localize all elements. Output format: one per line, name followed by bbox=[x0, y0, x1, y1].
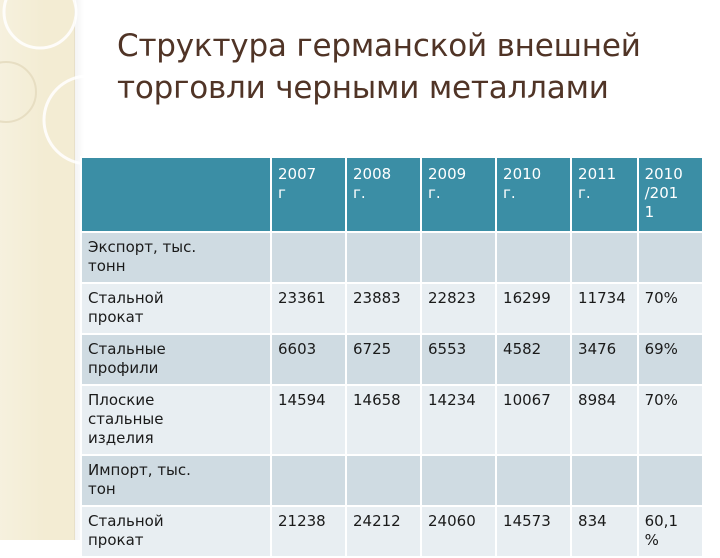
trade-table-container: 2007 г 2008 г. 2009 г. 2010 г. 2011 г. 2… bbox=[80, 156, 705, 558]
decorative-circle-top bbox=[2, 0, 78, 50]
table-cell: 70% bbox=[636, 282, 705, 335]
table-cell bbox=[420, 231, 498, 284]
table-cell: 14658 bbox=[344, 384, 423, 456]
table-cell bbox=[495, 454, 573, 507]
table-cell: 6553 bbox=[420, 333, 498, 386]
table-row: Стальной прокат 23361 23883 22823 16299 … bbox=[80, 282, 705, 335]
header-cell-empty bbox=[80, 156, 272, 233]
header-cell-2010: 2010 г. bbox=[495, 156, 573, 233]
row-label: Стальной прокат bbox=[80, 505, 272, 558]
header-cell-2009: 2009 г. bbox=[420, 156, 498, 233]
table-cell: 24212 bbox=[344, 505, 423, 558]
table-cell: 834 bbox=[570, 505, 639, 558]
table-cell: 3476 bbox=[570, 333, 639, 386]
table-header-row: 2007 г 2008 г. 2009 г. 2010 г. 2011 г. 2… bbox=[80, 156, 705, 233]
table-cell bbox=[495, 231, 573, 284]
table-cell: 69% bbox=[636, 333, 705, 386]
table-cell: 60,1 % bbox=[636, 505, 705, 558]
decorative-circle-middle bbox=[42, 74, 120, 166]
header-cell-2008: 2008 г. bbox=[344, 156, 423, 233]
decorative-side-band bbox=[0, 0, 75, 540]
table-cell: 4582 bbox=[495, 333, 573, 386]
table-cell: 23361 bbox=[269, 282, 348, 335]
header-cell-ratio: 2010 /201 1 bbox=[636, 156, 705, 233]
table-cell: 8984 bbox=[570, 384, 639, 456]
table-cell bbox=[344, 454, 423, 507]
table-cell: 70% bbox=[636, 384, 705, 456]
row-label: Экспорт, тыс. тонн bbox=[80, 231, 272, 284]
table-cell: 11734 bbox=[570, 282, 639, 335]
row-label: Стальные профили bbox=[80, 333, 272, 386]
decorative-band-shadow bbox=[74, 0, 84, 540]
row-label: Плоские стальные изделия bbox=[80, 384, 272, 456]
table-cell: 24060 bbox=[420, 505, 498, 558]
row-label: Импорт, тыс. тон bbox=[80, 454, 272, 507]
table-cell bbox=[636, 231, 705, 284]
header-cell-2007: 2007 г bbox=[269, 156, 348, 233]
decorative-band-gloss bbox=[0, 0, 75, 540]
table-cell bbox=[344, 231, 423, 284]
table-cell: 22823 bbox=[420, 282, 498, 335]
table-cell bbox=[269, 454, 348, 507]
trade-table: 2007 г 2008 г. 2009 г. 2010 г. 2011 г. 2… bbox=[80, 156, 705, 558]
table-row: Экспорт, тыс. тонн bbox=[80, 231, 705, 284]
table-cell bbox=[570, 454, 639, 507]
table-cell: 14573 bbox=[495, 505, 573, 558]
decorative-circle-left bbox=[0, 61, 37, 123]
table-cell: 16299 bbox=[495, 282, 573, 335]
table-cell: 21238 bbox=[269, 505, 348, 558]
decorative-circles bbox=[0, 0, 120, 166]
table-cell: 23883 bbox=[344, 282, 423, 335]
table-cell: 14594 bbox=[269, 384, 348, 456]
table-cell: 10067 bbox=[495, 384, 573, 456]
table-row: Плоские стальные изделия 14594 14658 142… bbox=[80, 384, 705, 456]
table-cell bbox=[420, 454, 498, 507]
table-row: Импорт, тыс. тон bbox=[80, 454, 705, 507]
table-cell: 6603 bbox=[269, 333, 348, 386]
slide-title: Структура германской внешней торговли че… bbox=[117, 28, 641, 106]
table-cell: 6725 bbox=[344, 333, 423, 386]
table-cell: 14234 bbox=[420, 384, 498, 456]
row-label: Стальной прокат bbox=[80, 282, 272, 335]
table-cell bbox=[570, 231, 639, 284]
table-row: Стальной прокат 21238 24212 24060 14573 … bbox=[80, 505, 705, 558]
header-cell-2011: 2011 г. bbox=[570, 156, 639, 233]
table-cell bbox=[636, 454, 705, 507]
table-row: Стальные профили 6603 6725 6553 4582 347… bbox=[80, 333, 705, 386]
table-cell bbox=[269, 231, 348, 284]
